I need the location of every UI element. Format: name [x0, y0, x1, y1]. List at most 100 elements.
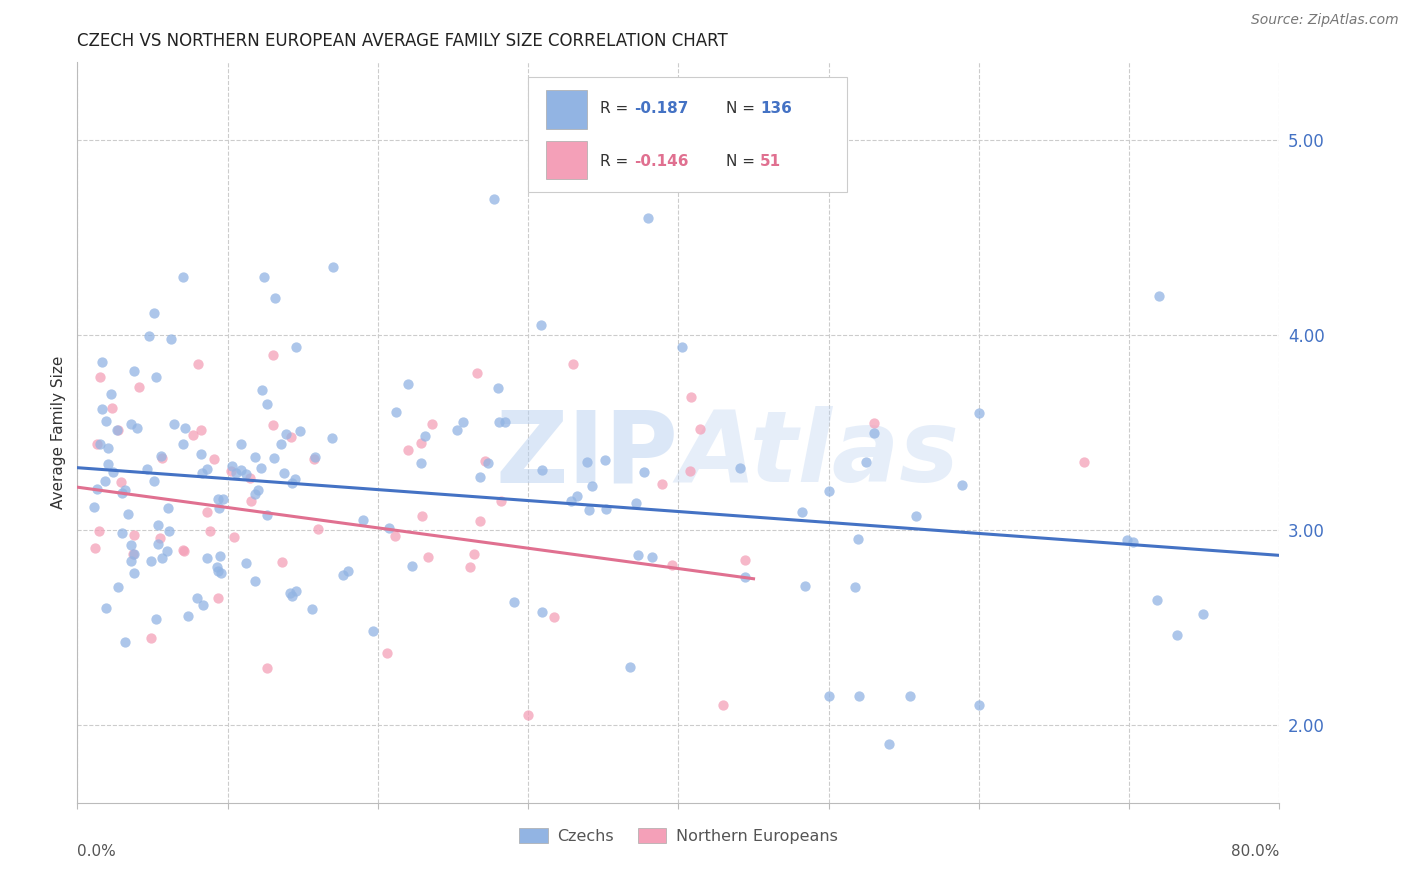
Text: N =: N = — [727, 154, 761, 169]
Text: -0.146: -0.146 — [634, 154, 689, 169]
Point — [191, 467, 214, 481]
Point — [862, 425, 884, 440]
Point — [416, 550, 439, 565]
Point — [460, 560, 482, 574]
Point — [160, 332, 183, 346]
Point — [141, 553, 163, 567]
Point — [208, 501, 231, 516]
Point — [122, 528, 145, 542]
Point — [1116, 533, 1139, 548]
Text: -0.187: -0.187 — [634, 102, 689, 116]
Point — [641, 549, 664, 564]
Point — [229, 437, 252, 451]
Point — [111, 525, 134, 540]
Point — [463, 547, 485, 561]
Point — [83, 541, 105, 556]
Point — [243, 487, 266, 501]
Point — [284, 472, 307, 486]
Point — [120, 417, 142, 432]
Point — [114, 483, 136, 497]
Point — [183, 428, 205, 442]
Point — [90, 401, 112, 416]
Point — [91, 354, 114, 368]
Point — [207, 491, 229, 506]
Point — [250, 461, 273, 475]
Point — [246, 483, 269, 497]
Point — [101, 465, 124, 479]
Point — [581, 479, 603, 493]
Point — [94, 414, 117, 428]
Point — [186, 591, 208, 605]
Point — [120, 554, 142, 568]
Point — [172, 269, 194, 284]
Point — [207, 564, 229, 578]
Point — [651, 477, 673, 491]
Point — [967, 406, 990, 420]
Point — [156, 500, 179, 515]
Point — [222, 530, 245, 544]
Text: CZECH VS NORTHERN EUROPEAN AVERAGE FAMILY SIZE CORRELATION CHART: CZECH VS NORTHERN EUROPEAN AVERAGE FAMIL… — [77, 32, 728, 50]
Point — [502, 595, 524, 609]
Point — [195, 461, 218, 475]
Point — [409, 456, 432, 470]
Point — [100, 386, 122, 401]
Point — [517, 708, 540, 723]
Point — [163, 417, 186, 432]
Point — [734, 553, 756, 567]
Point — [172, 543, 194, 558]
Point — [468, 514, 491, 528]
Point — [149, 531, 172, 545]
Point — [146, 518, 169, 533]
Point — [146, 537, 169, 551]
Point — [904, 508, 927, 523]
Point — [100, 401, 122, 415]
Point — [141, 631, 163, 645]
Point — [191, 598, 214, 612]
Point — [122, 547, 145, 561]
Point — [207, 591, 229, 606]
Point — [619, 660, 641, 674]
Point — [488, 415, 510, 429]
Text: 0.0%: 0.0% — [77, 844, 117, 858]
FancyBboxPatch shape — [546, 141, 588, 179]
Point — [205, 559, 228, 574]
Point — [637, 211, 659, 226]
Point — [565, 489, 588, 503]
Point — [877, 737, 900, 751]
Point — [159, 524, 181, 538]
Point — [256, 508, 278, 523]
Point — [221, 458, 243, 473]
Point — [93, 475, 115, 489]
Y-axis label: Average Family Size: Average Family Size — [51, 356, 66, 509]
Point — [844, 580, 866, 594]
Point — [156, 543, 179, 558]
Point — [817, 484, 839, 499]
Point — [174, 421, 197, 435]
Point — [595, 501, 617, 516]
Point — [89, 437, 111, 451]
Text: N =: N = — [727, 102, 761, 116]
Point — [396, 442, 419, 457]
Point — [482, 192, 505, 206]
Point — [967, 698, 990, 713]
Point — [862, 416, 884, 430]
Point — [86, 437, 108, 451]
Point — [190, 423, 212, 437]
Point — [197, 505, 219, 519]
Point — [97, 457, 120, 471]
Point — [401, 559, 423, 574]
Point — [413, 429, 436, 443]
Text: 136: 136 — [761, 102, 792, 116]
Point — [107, 580, 129, 594]
Point — [950, 478, 973, 492]
Point — [411, 508, 433, 523]
Point — [245, 450, 267, 464]
Point — [489, 494, 512, 508]
Point — [846, 532, 869, 546]
Point — [122, 547, 145, 561]
Point — [728, 461, 751, 475]
Point — [624, 496, 647, 510]
Point — [240, 493, 263, 508]
Legend: Czechs, Northern Europeans: Czechs, Northern Europeans — [512, 822, 845, 850]
Point — [138, 329, 160, 343]
